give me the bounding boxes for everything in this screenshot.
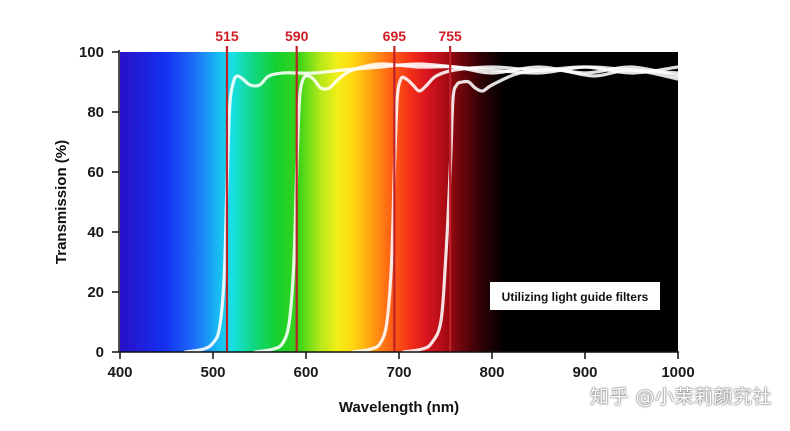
x-axis-ticks: 400 500 600 700 800 900 1000 <box>107 352 695 381</box>
x-tick-label: 600 <box>293 364 318 381</box>
x-tick-label: 400 <box>107 364 132 381</box>
x-tick-label: 900 <box>572 364 597 381</box>
filter-annotation-text: Utilizing light guide filters <box>502 290 649 304</box>
cutoff-lines: 515 590 695 755 <box>215 28 462 352</box>
filter-annotation-box: Utilizing light guide filters <box>490 282 660 310</box>
x-axis-title: Wavelength (nm) <box>339 399 459 416</box>
x-tick-label: 700 <box>386 364 411 381</box>
transmission-curve-2 <box>253 62 680 354</box>
y-tick-label: 40 <box>87 224 104 241</box>
y-tick-label: 80 <box>87 104 104 121</box>
y-tick-label: 0 <box>96 344 104 361</box>
cutoff-label-755: 755 <box>438 28 462 44</box>
transmission-curve-4 <box>402 68 680 354</box>
x-tick-label: 500 <box>200 364 225 381</box>
y-tick-label: 20 <box>87 284 104 301</box>
cutoff-label-590: 590 <box>285 28 309 44</box>
x-tick-label: 1000 <box>661 364 694 381</box>
y-axis-title: Transmission (%) <box>53 140 70 264</box>
cutoff-label-515: 515 <box>215 28 239 44</box>
y-tick-label: 60 <box>87 164 104 181</box>
y-axis-ticks: 0 20 40 60 80 100 <box>79 44 119 361</box>
transmission-curves <box>183 62 680 354</box>
x-tick-label: 800 <box>479 364 504 381</box>
y-tick-label: 100 <box>79 44 104 61</box>
transmission-curve-1 <box>183 62 680 354</box>
watermark: 知乎 @小茉莉颜究社 <box>589 386 772 408</box>
cutoff-label-695: 695 <box>383 28 407 44</box>
